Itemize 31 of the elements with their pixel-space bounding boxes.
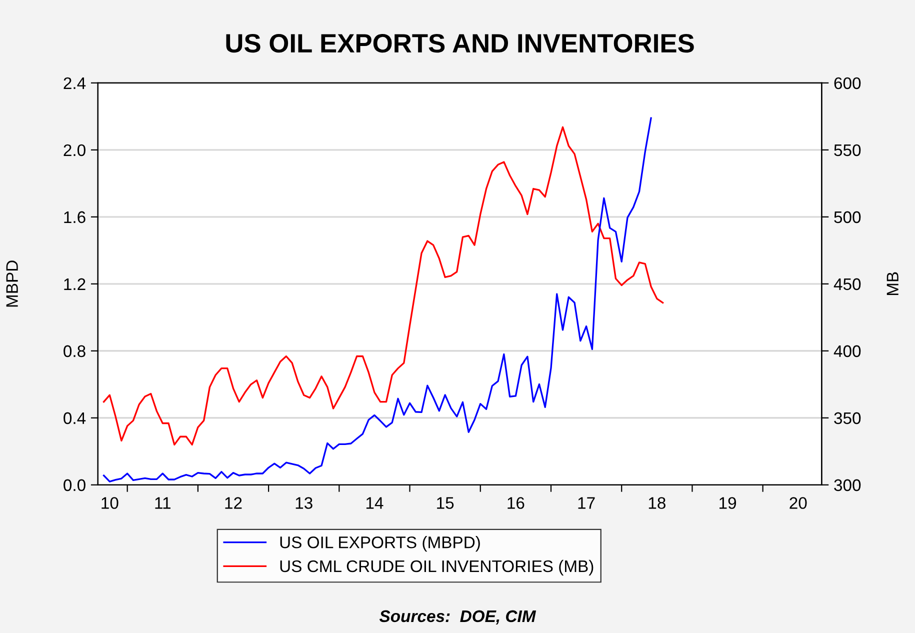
y2-tick-label: 350 — [834, 412, 861, 424]
y-tick-label: 0.4 — [64, 412, 86, 424]
legend-label: US CML CRUDE OIL INVENTORIES (MB) — [280, 560, 594, 576]
y-tick-label: 0.0 — [64, 479, 86, 492]
y-tick-label: 1.2 — [64, 278, 86, 290]
y2-tick-label: 450 — [834, 278, 861, 290]
x-tick-label: 10 — [102, 497, 118, 509]
source-note: Sources: DOE, CIM — [379, 610, 536, 625]
x-tick-label: 15 — [437, 497, 454, 509]
x-tick-label: 16 — [508, 497, 524, 509]
x-tick-label: 18 — [648, 497, 666, 509]
x-tick-label: 14 — [366, 497, 384, 509]
y-tick-label: 2.4 — [64, 77, 86, 89]
legend-label: US OIL EXPORTS (MBPD) — [280, 536, 480, 552]
x-tick-label: 20 — [790, 497, 807, 509]
y2-tick-label: 300 — [834, 479, 861, 492]
x-tick-label: 12 — [225, 497, 242, 509]
x-tick-label: 13 — [296, 497, 312, 509]
x-tick-label: 19 — [720, 497, 736, 509]
y2-axis-title: MB — [886, 272, 898, 296]
x-tick-label: 11 — [155, 497, 170, 509]
y2-tick-label: 400 — [834, 345, 861, 358]
y2-tick-label: 550 — [834, 144, 861, 156]
chart-title: US OIL EXPORTS AND INVENTORIES — [226, 34, 694, 53]
y2-tick-label: 500 — [834, 211, 861, 224]
y-axis-title: MBPD — [6, 260, 18, 307]
y-tick-label: 1.6 — [64, 211, 86, 224]
y-tick-label: 0.8 — [64, 345, 86, 358]
x-tick-label: 17 — [578, 497, 595, 509]
y-tick-label: 2.0 — [64, 144, 86, 156]
y2-tick-label: 600 — [834, 77, 861, 90]
